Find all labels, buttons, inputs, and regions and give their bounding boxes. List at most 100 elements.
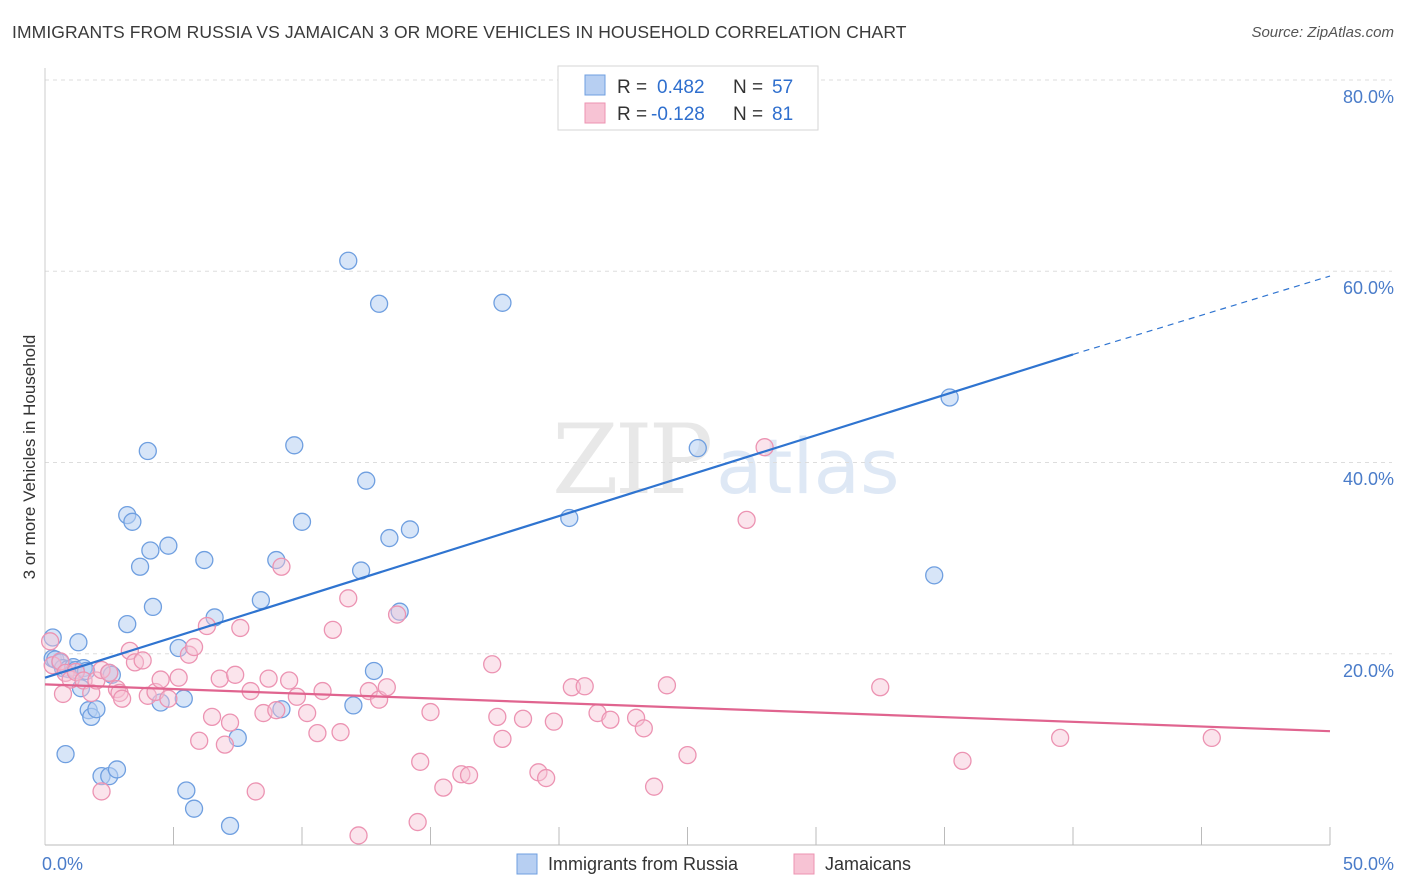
legend: R = 0.482 N = 57 R = -0.128 N = 81 <box>557 65 819 131</box>
point-russia-26 <box>141 541 160 560</box>
jamaica-points <box>40 438 1221 845</box>
point-russia-43 <box>339 251 358 270</box>
point-jamaica-76 <box>755 438 774 457</box>
point-russia-15 <box>87 700 106 719</box>
source-label: Source: ZipAtlas.com <box>1251 24 1394 41</box>
point-russia-31 <box>174 689 193 708</box>
legend-r-value-russia: 0.482 <box>657 77 705 98</box>
point-russia-36 <box>220 816 240 836</box>
y-tick-label-60: 60.0% <box>1343 278 1394 298</box>
y-tick-label-80: 80.0% <box>1343 87 1394 107</box>
point-jamaica-66 <box>562 678 581 697</box>
point-jamaica-42 <box>297 703 317 723</box>
point-jamaica-26 <box>190 731 209 750</box>
legend-r-value-jamaica: -0.128 <box>651 104 705 125</box>
point-russia-42 <box>292 512 312 531</box>
point-russia-44 <box>344 696 363 715</box>
point-russia-49 <box>380 528 399 548</box>
point-jamaica-58 <box>459 766 479 785</box>
bottom-legend: Immigrants from Russia Jamaicans <box>516 853 911 875</box>
point-jamaica-65 <box>544 712 564 731</box>
watermark: ZIP atlas <box>552 404 900 516</box>
point-jamaica-60 <box>488 707 507 727</box>
point-jamaica-46 <box>331 723 350 742</box>
point-jamaica-28 <box>202 707 222 727</box>
point-jamaica-53 <box>408 812 427 832</box>
point-russia-32 <box>177 781 196 800</box>
watermark-zip: ZIP <box>552 404 711 516</box>
point-jamaica-21 <box>151 670 170 689</box>
bottom-legend-swatch-russia <box>516 853 538 875</box>
point-jamaica-80 <box>1202 728 1221 748</box>
point-jamaica-61 <box>493 729 512 749</box>
x-tick-label-max: 50.0% <box>1343 854 1394 874</box>
point-russia-5 <box>56 745 75 764</box>
y-tick-label-20: 20.0% <box>1343 661 1394 681</box>
point-jamaica-75 <box>737 510 756 530</box>
x-tick-label-min: 0.0% <box>42 854 83 874</box>
point-jamaica-64 <box>537 768 556 788</box>
point-jamaica-77 <box>871 678 890 697</box>
trend-line-russia <box>44 353 1074 679</box>
point-jamaica-43 <box>308 723 327 743</box>
point-jamaica-30 <box>215 735 235 754</box>
point-russia-51 <box>400 520 420 539</box>
legend-n-label-jamaica: N = <box>733 104 763 125</box>
point-jamaica-45 <box>323 620 342 639</box>
point-russia-54 <box>688 439 707 458</box>
trend-line-russia-extension <box>1072 275 1331 356</box>
point-jamaica-74 <box>678 745 697 765</box>
point-jamaica-48 <box>349 826 368 845</box>
russia-points <box>43 251 959 836</box>
point-jamaica-38 <box>267 701 286 720</box>
y-tick-label-40: 40.0% <box>1343 469 1394 489</box>
point-jamaica-12 <box>100 663 119 683</box>
point-jamaica-31 <box>220 713 240 732</box>
point-jamaica-69 <box>601 710 620 729</box>
point-jamaica-71 <box>634 719 653 738</box>
point-russia-34 <box>195 550 214 570</box>
point-russia-33 <box>184 799 204 818</box>
point-jamaica-11 <box>92 782 111 801</box>
bottom-legend-label-russia: Immigrants from Russia <box>548 854 739 874</box>
point-jamaica-37 <box>259 669 278 688</box>
gridlines <box>45 79 1392 655</box>
legend-r-label-russia: R = <box>617 77 647 98</box>
point-jamaica-51 <box>377 678 396 697</box>
point-jamaica-72 <box>644 777 664 796</box>
point-jamaica-73 <box>657 676 677 695</box>
point-russia-55 <box>925 566 944 585</box>
point-jamaica-67 <box>575 677 594 696</box>
point-jamaica-35 <box>246 782 265 801</box>
legend-n-value-russia: 57 <box>772 77 793 98</box>
point-jamaica-41 <box>287 687 307 706</box>
point-russia-20 <box>107 760 127 779</box>
point-jamaica-57 <box>452 765 471 784</box>
point-russia-41 <box>285 436 304 455</box>
point-jamaica-39 <box>272 557 291 576</box>
point-russia-9 <box>69 633 88 652</box>
legend-n-label-russia: N = <box>733 77 763 98</box>
point-russia-24 <box>130 557 150 576</box>
point-jamaica-22 <box>159 689 178 708</box>
bottom-legend-swatch-jamaica <box>793 853 815 875</box>
point-russia-25 <box>138 441 157 461</box>
point-jamaica-56 <box>434 778 453 797</box>
bottom-legend-label-jamaica: Jamaicans <box>825 854 911 874</box>
watermark-atlas: atlas <box>716 422 900 511</box>
point-jamaica-18 <box>133 651 152 670</box>
chart-title: IMMIGRANTS FROM RUSSIA VS JAMAICAN 3 OR … <box>12 22 907 42</box>
point-jamaica-59 <box>483 655 502 674</box>
point-jamaica-29 <box>210 669 229 688</box>
point-russia-27 <box>143 597 163 617</box>
point-russia-52 <box>493 293 512 312</box>
point-jamaica-15 <box>112 689 132 708</box>
point-russia-56 <box>940 388 959 407</box>
point-jamaica-33 <box>231 618 250 638</box>
point-russia-30 <box>169 638 188 658</box>
point-russia-21 <box>118 614 137 634</box>
point-russia-46 <box>357 471 376 490</box>
point-jamaica-23 <box>169 668 188 687</box>
point-jamaica-44 <box>313 681 332 701</box>
